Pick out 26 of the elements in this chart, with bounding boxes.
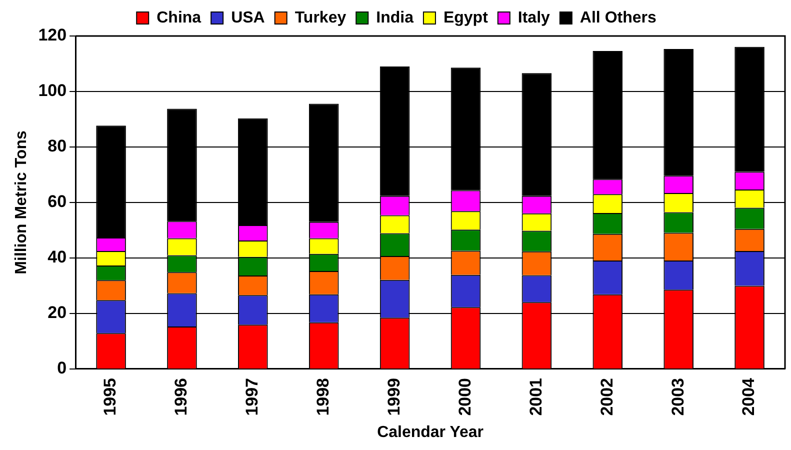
y-tick-label: 80: [48, 136, 67, 156]
legend-label: USA: [231, 9, 266, 26]
x-tick-label: 1995: [100, 378, 120, 416]
legend-label: Egypt: [443, 9, 489, 26]
x-tick-label: 1996: [172, 378, 191, 416]
legend-label: Italy: [518, 9, 550, 26]
x-tick-label: 2004: [739, 377, 758, 416]
legend-label: Turkey: [294, 9, 346, 26]
legend-label: All Others: [580, 9, 656, 26]
x-tick-label: 2000: [455, 378, 474, 416]
y-tick-label: 40: [48, 248, 67, 267]
legend-label: India: [376, 9, 414, 26]
y-tick-label: 60: [48, 192, 67, 212]
x-tick-label: 2003: [668, 378, 688, 416]
y-tick-label: 20: [48, 303, 67, 322]
y-axis-title: Million Metric Tons: [13, 130, 30, 274]
y-tick-label: 100: [38, 81, 67, 100]
x-tick-label: 2002: [597, 378, 616, 416]
x-tick-label: 2001: [526, 378, 546, 416]
x-tick-label: 1997: [242, 378, 262, 416]
x-axis-title: Calendar Year: [377, 424, 484, 441]
y-tick-label: 120: [38, 26, 67, 45]
x-tick-label: 1998: [314, 378, 333, 416]
x-tick-label: 1999: [384, 378, 404, 416]
legend-label: China: [156, 9, 202, 26]
y-tick-label: 0: [57, 358, 67, 378]
